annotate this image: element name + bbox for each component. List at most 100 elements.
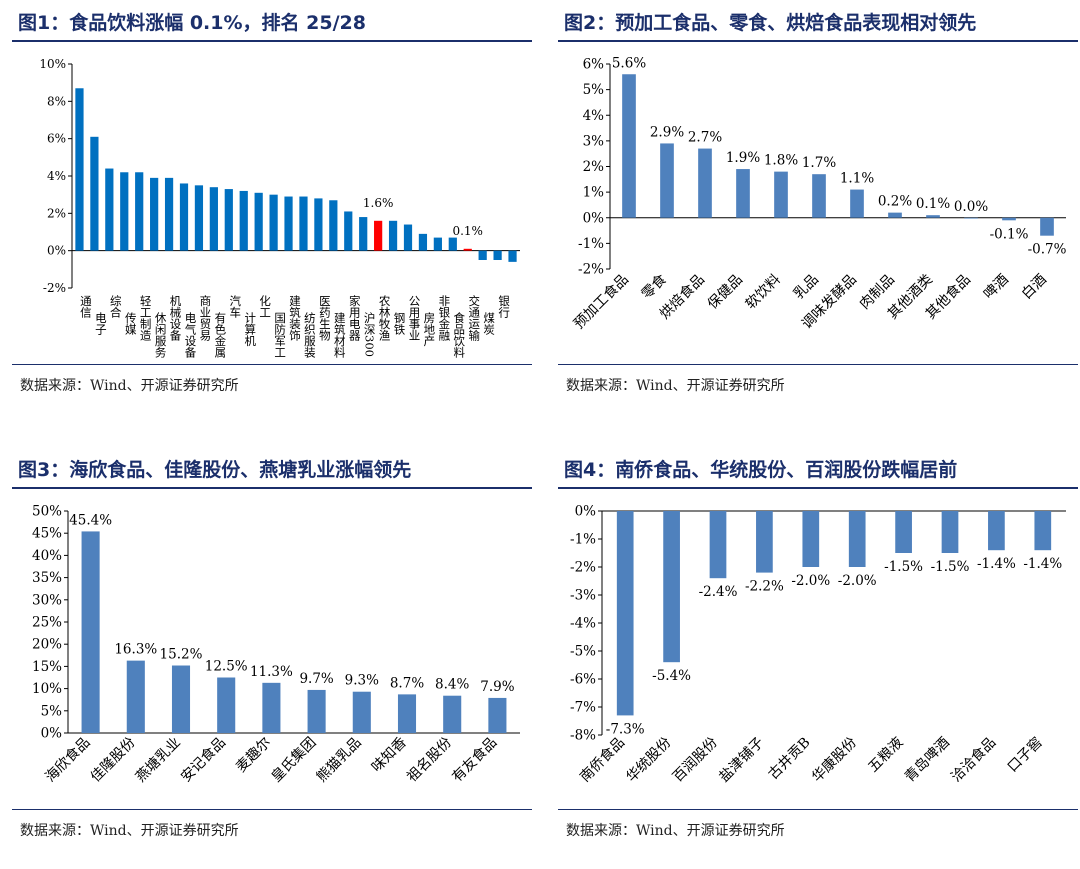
data-label: -2.0% [838,573,877,589]
bar [105,168,114,251]
figure-2-title: 图2：预加工食品、零食、烘焙食品表现相对领先 [558,8,1078,42]
category-label: 化工 [258,294,272,318]
y-tick-label: 10% [32,681,62,697]
bar [698,148,712,218]
data-label: 15.2% [160,647,203,663]
y-tick-label: 1% [583,185,605,201]
y-tick-label: 0% [575,504,597,520]
bar [90,136,99,251]
category-label: 食品饮料 [452,311,466,359]
bar [463,248,472,251]
category-label: 有友食品 [449,734,501,786]
y-tick-label: -1% [578,236,604,252]
data-label: -0.1% [990,226,1029,242]
bar [254,192,263,251]
data-label: 1.6% [363,196,394,210]
bar [344,211,353,251]
data-label: 16.3% [114,642,157,658]
category-label: 建筑装饰 [288,294,302,341]
category-label: 软饮料 [743,272,784,313]
y-tick-label: 45% [32,526,62,542]
data-label: 0.1% [916,196,950,212]
bar [284,196,293,251]
bar [1040,217,1054,236]
bar [217,677,236,733]
bar [774,171,788,218]
data-label: 0.2% [878,194,912,210]
y-tick-label: 4% [583,108,605,124]
data-label: 11.3% [250,664,293,680]
bar [663,511,680,663]
category-label: 啤酒 [981,272,1012,303]
y-tick-label: -6% [570,672,596,688]
category-label: 休闲服务 [154,312,168,358]
figure-4-title: 图4：南侨食品、华统股份、百润股份跌幅居前 [558,455,1078,489]
y-tick-label: -1% [570,532,596,548]
bar [616,511,634,716]
category-label: 电气设备 [183,312,197,359]
data-label: 45.4% [69,512,112,528]
bar [756,511,773,573]
y-tick-label: 2% [47,206,66,220]
bar [209,187,218,251]
data-label: 1.8% [764,153,798,169]
bar [388,220,398,251]
category-label: 汽车 [228,294,242,319]
bar [941,511,959,553]
data-label: -5.4% [652,668,691,684]
category-label: 佳隆股份 [88,735,139,786]
bar [448,237,457,251]
figure-2-source: 数据来源：Wind、开源证券研究所 [558,364,1078,395]
category-label: 银行 [497,294,511,319]
y-tick-label: 6% [583,57,605,73]
y-tick-label: -2% [43,281,66,295]
category-label: 麦趣尔 [233,735,274,776]
bar [850,189,864,218]
y-tick-label: 5% [583,82,605,98]
bar [926,215,940,218]
data-label: -1.4% [1023,556,1062,572]
bar [397,694,417,733]
bar [418,233,428,251]
category-label: 综合 [109,294,123,318]
data-label: 0.0% [954,199,988,215]
y-tick-label: 10% [39,57,66,71]
category-label: 传媒 [124,311,138,336]
figure-4-panel: 图4：南侨食品、华统股份、百润股份跌幅居前 0% -1% -2% -3% -4% -5% -… [558,455,1078,839]
bar [359,217,368,251]
bar [403,224,413,251]
y-tick-label: 0% [583,210,605,226]
data-label: -1.5% [884,559,923,575]
y-tick-label: -2% [570,560,596,576]
category-label: 电子 [94,312,108,335]
bar [895,511,912,553]
y-tick-label: 0% [41,726,63,742]
category-label: 白酒 [1019,272,1050,303]
category-label: 华统股份 [624,735,675,786]
bar [299,196,308,251]
y-tick-label: 5% [41,703,63,719]
data-label: -1.5% [931,559,970,575]
category-label: 保健品 [705,272,746,313]
y-tick-label: 2% [583,159,605,175]
category-label: 房地产 [422,312,436,347]
category-label: 祖名股份 [404,735,455,786]
y-tick-label: 40% [32,548,62,564]
y-tick-label: -3% [570,588,596,604]
bar [964,217,978,219]
y-tick-label: 0% [47,244,66,258]
category-label: 皇氏集团 [268,734,320,786]
data-label: 9.3% [345,673,379,689]
category-label: 煤炭 [482,312,496,336]
bar [488,697,507,733]
category-label: 洽洽食品 [948,734,1000,786]
category-label: 口子窖 [1004,734,1046,776]
category-label: 沪深300 [363,311,377,357]
category-label: 通信 [79,295,93,319]
data-label: 2.9% [650,124,684,140]
y-tick-label: 20% [32,637,62,653]
category-label: 交通运输 [467,294,481,342]
category-label: 燕塘乳业 [133,735,184,786]
category-label: 非银金融 [437,295,451,342]
bar [164,177,174,251]
